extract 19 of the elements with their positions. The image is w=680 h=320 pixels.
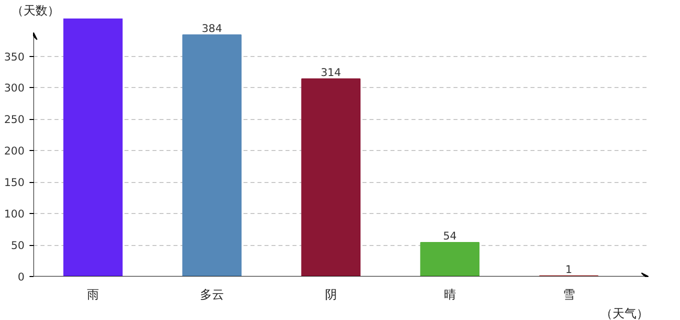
y-tick-label: 100 bbox=[4, 208, 25, 221]
x-axis-title: （天气） bbox=[600, 306, 648, 320]
x-tick-label: 阴 bbox=[324, 288, 337, 302]
data-label: 314 bbox=[320, 66, 342, 79]
x-tick-label: 晴 bbox=[444, 288, 456, 302]
y-tick-label: 250 bbox=[4, 113, 25, 126]
x-tick-label: 雨 bbox=[86, 288, 99, 302]
data-label: 384 bbox=[202, 22, 222, 35]
y-tick-label: 200 bbox=[4, 144, 25, 158]
data-label: 1 bbox=[565, 262, 572, 276]
x-tick-label: 多云 bbox=[200, 288, 224, 302]
y-tick-label: 150 bbox=[4, 176, 25, 190]
y-tick-label: 0 bbox=[18, 270, 25, 284]
data-label: 54 bbox=[443, 230, 457, 243]
y-axis-title: （天数） bbox=[12, 4, 60, 18]
x-tick-label: 雪 bbox=[562, 288, 575, 302]
y-tick-label: 300 bbox=[4, 82, 25, 95]
y-tick-label: 350 bbox=[4, 50, 25, 64]
y-tick-label: 50 bbox=[10, 239, 25, 252]
